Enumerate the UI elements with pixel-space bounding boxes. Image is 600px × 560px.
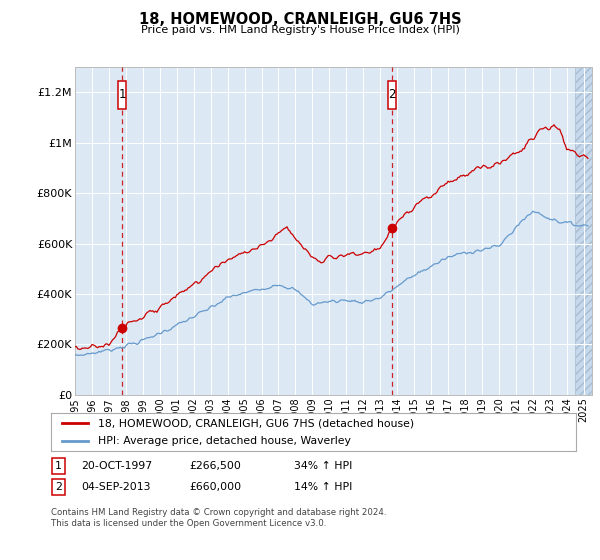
Text: 1: 1	[55, 461, 62, 471]
Text: Price paid vs. HM Land Registry's House Price Index (HPI): Price paid vs. HM Land Registry's House …	[140, 25, 460, 35]
Text: 18, HOMEWOOD, CRANLEIGH, GU6 7HS (detached house): 18, HOMEWOOD, CRANLEIGH, GU6 7HS (detach…	[98, 418, 415, 428]
Text: HPI: Average price, detached house, Waverley: HPI: Average price, detached house, Wave…	[98, 436, 351, 446]
FancyBboxPatch shape	[118, 81, 127, 109]
Text: 2: 2	[388, 88, 395, 101]
Bar	[575, 67, 592, 395]
Text: 04-SEP-2013: 04-SEP-2013	[81, 482, 151, 492]
Text: 1: 1	[119, 88, 126, 101]
Text: 2: 2	[55, 482, 62, 492]
Text: £266,500: £266,500	[189, 461, 241, 471]
FancyBboxPatch shape	[388, 81, 395, 109]
Text: £660,000: £660,000	[189, 482, 241, 492]
Text: 18, HOMEWOOD, CRANLEIGH, GU6 7HS: 18, HOMEWOOD, CRANLEIGH, GU6 7HS	[139, 12, 461, 27]
Text: 14% ↑ HPI: 14% ↑ HPI	[294, 482, 352, 492]
Text: 34% ↑ HPI: 34% ↑ HPI	[294, 461, 352, 471]
Text: 20-OCT-1997: 20-OCT-1997	[81, 461, 152, 471]
Text: Contains HM Land Registry data © Crown copyright and database right 2024.
This d: Contains HM Land Registry data © Crown c…	[51, 508, 386, 528]
